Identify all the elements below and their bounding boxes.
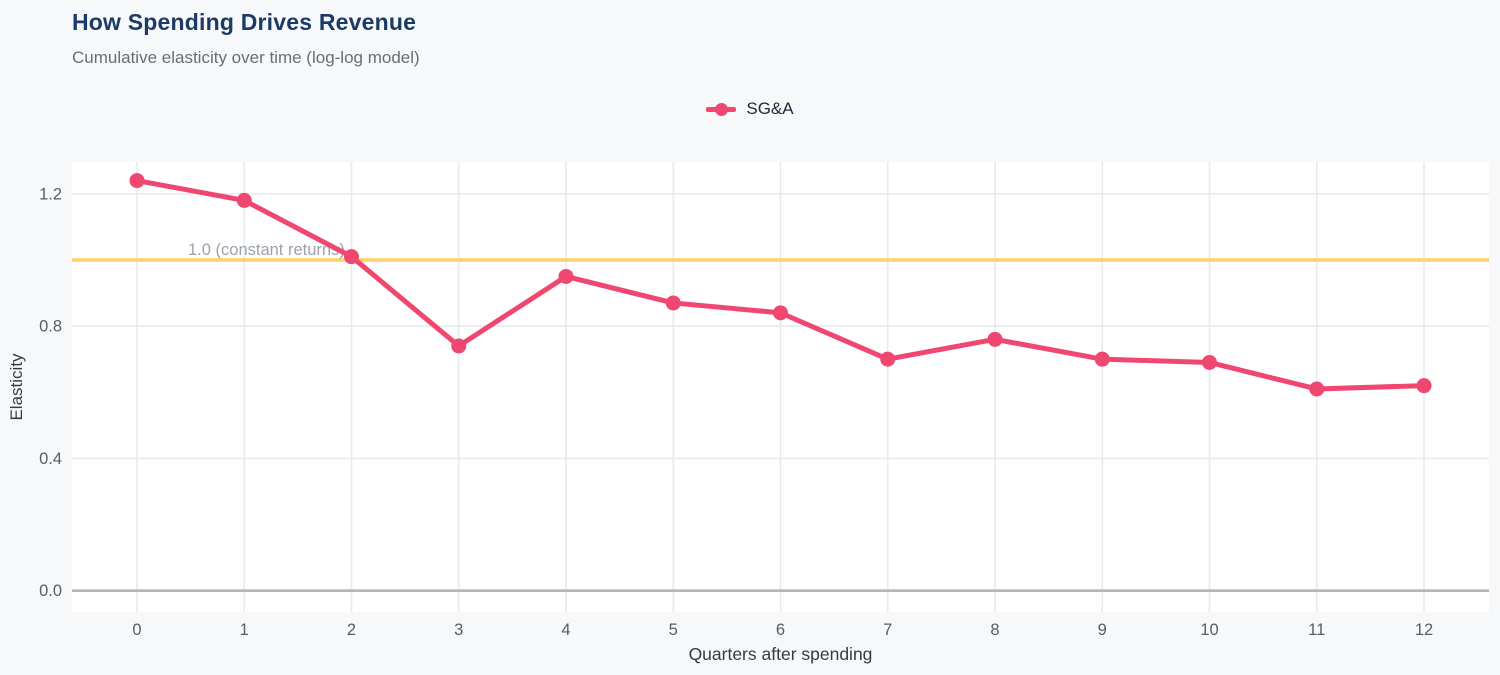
data-point-q10[interactable] — [1202, 354, 1217, 370]
data-point-q11[interactable] — [1309, 381, 1325, 397]
data-point-q9[interactable] — [1094, 351, 1110, 367]
data-point-q12[interactable] — [1416, 378, 1432, 394]
x-tick-label: 10 — [1200, 621, 1218, 639]
x-tick-label: 7 — [883, 621, 892, 639]
x-tick-label: 3 — [454, 621, 463, 639]
chart-subtitle: Cumulative elasticity over time (log-log… — [72, 48, 420, 67]
x-tick-label: 5 — [669, 621, 678, 639]
x-tick-label: 12 — [1415, 621, 1433, 639]
y-axis-title: Elasticity — [7, 353, 26, 421]
page-title: How Spending Drives Revenue — [72, 9, 417, 35]
data-point-q8[interactable] — [987, 331, 1003, 347]
data-point-q4[interactable] — [558, 268, 574, 284]
legend-label-sga: SG&A — [746, 99, 794, 118]
x-tick-label: 2 — [347, 621, 356, 639]
x-tick-label: 9 — [1098, 621, 1107, 639]
data-point-q1[interactable] — [236, 192, 252, 208]
legend-dot-icon — [714, 102, 728, 116]
data-point-q6[interactable] — [773, 305, 788, 321]
chart-legend[interactable]: SG&A — [0, 99, 1500, 119]
data-point-q5[interactable] — [665, 295, 681, 311]
data-point-q3[interactable] — [451, 338, 467, 354]
legend-marker-sga — [706, 101, 737, 117]
x-tick-label: 0 — [132, 621, 141, 639]
data-point-q0[interactable] — [129, 173, 145, 189]
x-tick-label: 1 — [240, 621, 249, 639]
x-tick-label: 6 — [776, 621, 785, 639]
data-point-q7[interactable] — [880, 351, 896, 367]
x-tick-label: 4 — [561, 621, 570, 639]
y-tick-label: 0.4 — [39, 450, 62, 468]
x-tick-label: 8 — [990, 621, 999, 639]
reference-line-label: 1.0 (constant returns) — [188, 241, 345, 259]
y-tick-label: 0.0 — [39, 582, 62, 600]
y-tick-label: 1.2 — [39, 185, 62, 203]
x-tick-label: 11 — [1308, 621, 1325, 639]
data-point-q2[interactable] — [344, 249, 359, 265]
y-tick-label: 0.8 — [39, 318, 62, 336]
x-axis-title: Quarters after spending — [689, 644, 873, 664]
